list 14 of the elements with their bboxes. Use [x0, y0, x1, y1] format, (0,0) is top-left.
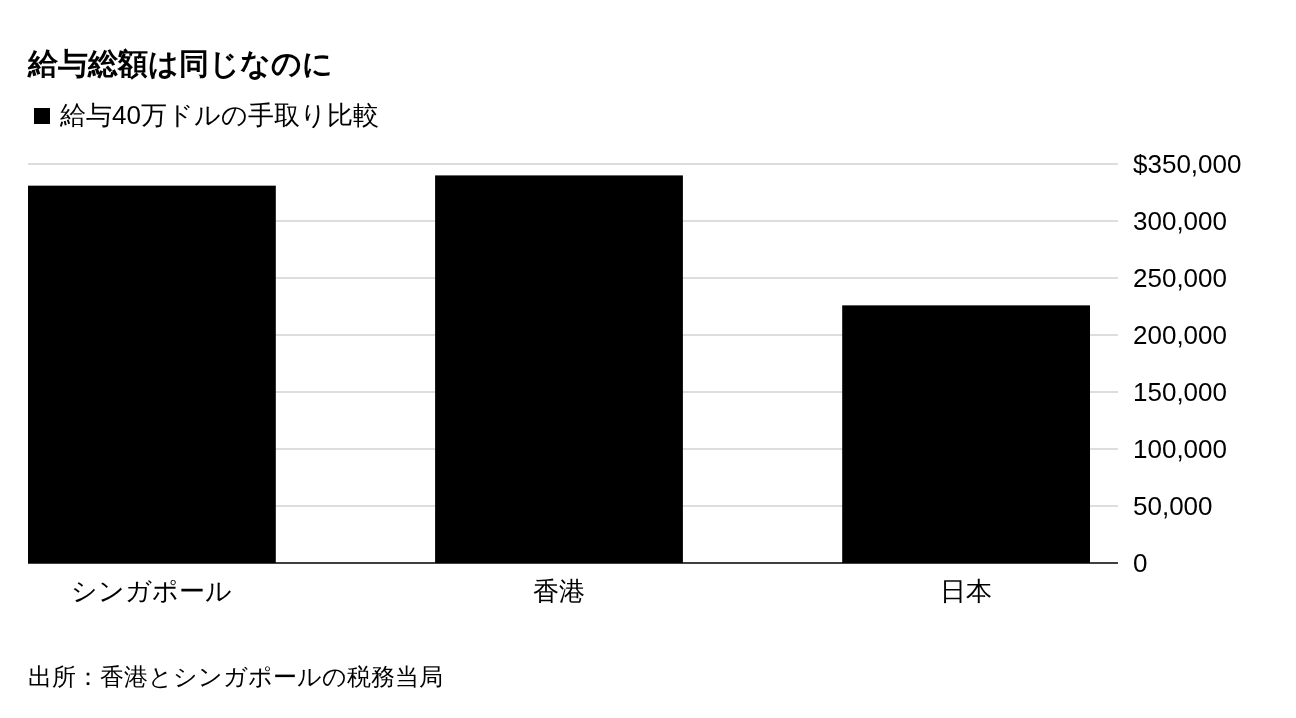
y-tick-label: 50,000 [1133, 491, 1213, 521]
y-tick-label: 250,000 [1133, 263, 1227, 293]
y-tick-label: 100,000 [1133, 434, 1227, 464]
y-tick-label: $350,000 [1133, 149, 1242, 179]
legend-label: 給与40万ドルの手取り比較 [59, 100, 379, 130]
x-tick-label: 日本 [940, 576, 993, 606]
chart-title: 給与総額は同じなのに [27, 47, 333, 80]
x-tick-label: シンガポール [71, 576, 233, 606]
y-tick-label: 200,000 [1133, 320, 1227, 350]
x-tick-label: 香港 [533, 576, 585, 606]
y-tick-label: 150,000 [1133, 377, 1227, 407]
y-tick-label: 300,000 [1133, 206, 1227, 236]
y-tick-label: 0 [1133, 548, 1148, 578]
text: 出所：香港とシンガポールの税務当局 [28, 663, 443, 690]
